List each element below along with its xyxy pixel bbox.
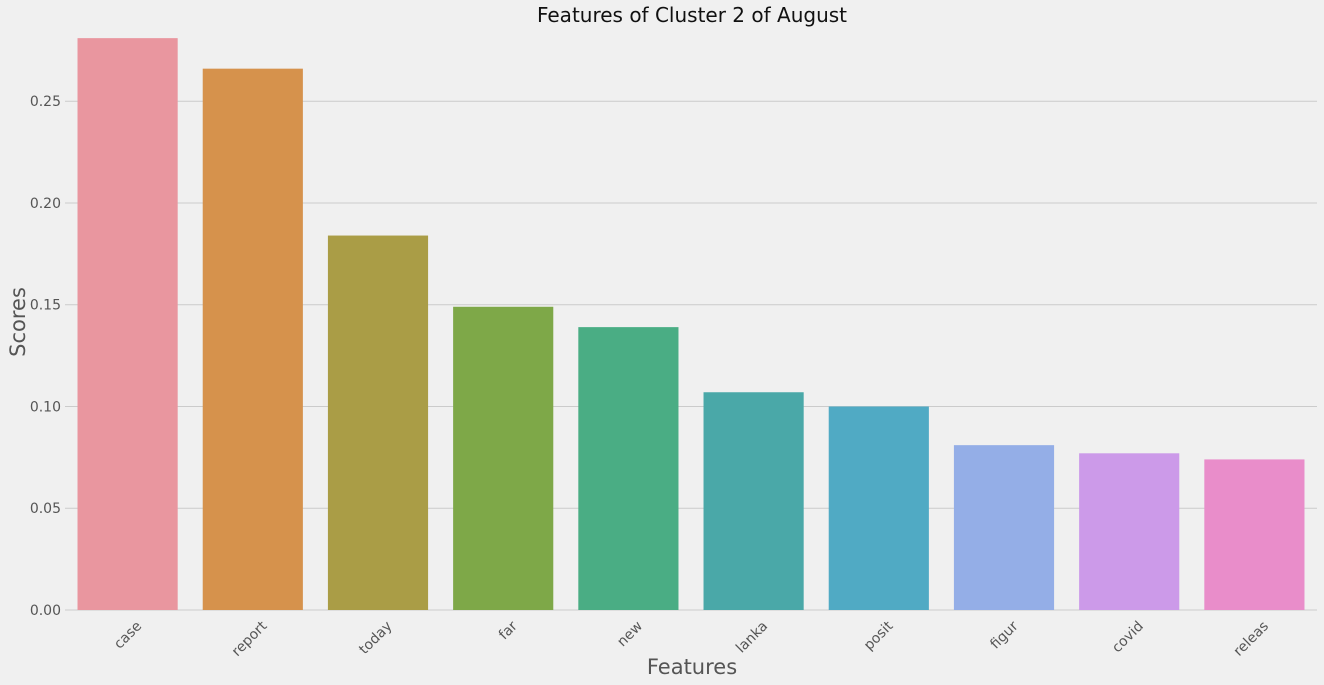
x-axis-ticks: case report today far new lanka posit figur covi…	[111, 618, 1272, 660]
x-tick-label: posit	[861, 618, 897, 654]
x-tick-label: lanka	[733, 618, 771, 656]
bar-report	[202, 68, 303, 610]
bar-case	[77, 38, 178, 610]
x-tick-label: covid	[1109, 618, 1147, 656]
bar-far	[453, 306, 554, 610]
bar-lanka	[703, 392, 804, 610]
y-tick-label: 0.15	[30, 298, 61, 314]
y-tick-label: 0.10	[30, 399, 61, 415]
bar-figur	[953, 445, 1055, 610]
y-tick-label: 0.00	[30, 603, 61, 619]
y-tick-label: 0.25	[30, 94, 61, 110]
x-tick-label: report	[229, 618, 271, 660]
x-tick-label: today	[356, 618, 395, 657]
x-tick-label: case	[111, 618, 145, 652]
x-tick-label: releas	[1231, 618, 1272, 659]
bar-posit	[828, 406, 929, 610]
bar-today	[327, 235, 429, 610]
bar-new	[578, 327, 679, 610]
x-tick-label: far	[496, 618, 521, 643]
y-axis-ticks: 0.00 0.05 0.10 0.15 0.20 0.25	[30, 94, 61, 619]
y-tick-label: 0.05	[30, 501, 61, 517]
chart-title: Features of Cluster 2 of August	[537, 3, 847, 27]
bar-releas	[1204, 459, 1305, 610]
y-axis-label: Scores	[6, 287, 30, 357]
bars	[77, 38, 1305, 610]
x-axis-label: Features	[647, 655, 737, 679]
x-tick-label: figur	[987, 618, 1021, 652]
x-tick-label: new	[614, 618, 646, 650]
bar-covid	[1079, 453, 1180, 610]
y-tick-label: 0.20	[30, 196, 61, 212]
